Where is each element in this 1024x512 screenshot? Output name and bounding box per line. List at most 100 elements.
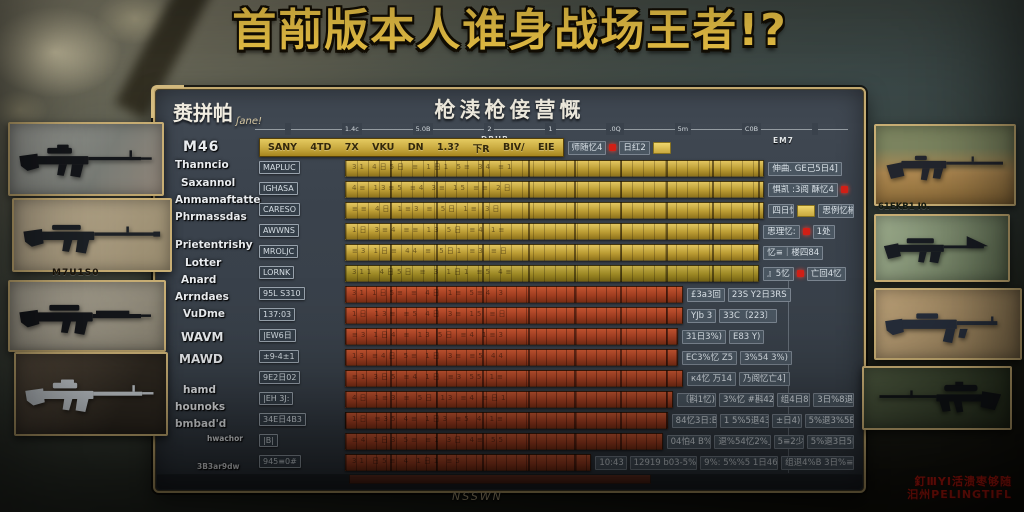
right-column-divider: [788, 267, 789, 473]
red-dot-icon: [802, 228, 810, 235]
weapon-name: 3B3ar9dw: [197, 462, 240, 471]
corner-label-text: 赉拼帕: [173, 101, 233, 125]
row-body: 31 4日5日 ≡ 1日1 5≡ 34 ≡1 伸曲. GE己5日4]: [345, 160, 854, 177]
row-values: 84忆3日:B 1 5%5退43 ±日4) 5%退3%5B: [671, 413, 854, 428]
red-dot-icon: [840, 186, 848, 193]
ruler-tick: [285, 123, 291, 135]
row-values: 思理忆: 1处: [763, 224, 854, 239]
value-cell: £3a3回: [686, 287, 725, 302]
value-cell: 10:43: [595, 455, 627, 470]
bar-text: 13 ≡4日 5≡ 1日 3≡ ≡5 44: [352, 352, 506, 360]
value-cell: 乃阅忆亡4]: [739, 371, 790, 386]
row-body: 13 ≡4日 5≡ 1日 3≡ ≡5 44 EC3%忆 Z5 3%54 3%): [345, 349, 854, 366]
value-cell-far: 组退4%B 3日%≡: [781, 455, 854, 470]
weapon-name-list: M46 Thanncio Saxannol Anmamaftatte Phrma…: [169, 89, 261, 491]
bottom-signature: NSSWN: [452, 490, 503, 503]
rifle-icon: [884, 313, 998, 343]
weapon-name: Thanncio: [175, 159, 229, 171]
panel-footer-strip: [157, 474, 862, 489]
table-row: AWWNS 1日 3≡4 ≡≡ 13 5日 ≡4 1≡ 思理忆: 1处: [259, 222, 854, 241]
weapon-caption-left: M7U1S0: [52, 268, 100, 278]
row-tag: 95L S310: [259, 287, 305, 300]
stat-bar: 31 日5≡ 4 1日1 ≡5: [345, 454, 592, 471]
table-row: 95L S310 31 1日5≡ ≡ 4日 1≡ 5≡4 3 £3a3回 23S…: [259, 285, 854, 304]
bar-text: 311 4日5日 ≡ 3 1日1 ≡5 4≡: [352, 268, 515, 276]
stat-bar: 1日 ≡35 4≡ 1日3 ≡5 4 1≡: [345, 412, 668, 429]
ruler-tick: C0B: [741, 123, 762, 135]
weapon-name: Lotter: [185, 257, 222, 269]
weapon-thumb-left-1: [8, 122, 164, 196]
stat-bar: 31 1日5≡ ≡ 4日 1≡ 5≡4 3: [345, 286, 683, 303]
value-cell: E83 Y): [728, 329, 765, 344]
stat-bar: 4≡ 13≡5 ≡4 3≡ 15 ≡≡ 2日: [345, 181, 765, 198]
row-values: 31日3%) E83 Y): [681, 329, 854, 344]
value-cell-far: 3日%8退: [813, 392, 854, 407]
weapon-name: VuDme: [183, 308, 226, 320]
table-row: 34E日4B3 1日 ≡35 4≡ 1日3 ≡5 4 1≡ 84忆3日:B 1 …: [259, 411, 854, 430]
row-tag: MROLJC: [259, 245, 299, 258]
row-tag: LORNK: [259, 266, 295, 279]
weapon-thumb-right-1: [874, 124, 1016, 206]
value-cell: 3%忆 #斟42: [719, 392, 774, 407]
weapon-name: Saxannol: [181, 177, 236, 189]
value-cell: EC3%忆 Z5: [681, 350, 738, 365]
table-row: LORNK 311 4日5日 ≡ 3 1日1 ≡5 4≡ 』5忆 亡回4忆: [259, 264, 854, 283]
bar-text: ≡3 1日≡ 44 ≡ 5日1 ≡3 ≡日: [352, 247, 510, 255]
stat-bar: 311 4日5日 ≡ 3 1日1 ≡5 4≡: [345, 265, 760, 282]
ruler-ticks: 1.4c 5.0B 2 1 .0Q 5m C0B: [255, 123, 848, 135]
value-cell: 1处: [812, 224, 835, 239]
value-cell: 忆≡｜楼四84: [763, 245, 824, 260]
table-row: |EW6日 ≡3 1日4 ≡ 13 5日 ≡4 1≡3 31日3%) E83 Y…: [259, 327, 854, 346]
table-header-row: SANY 4TD 7X VKU DN 1.3? 下R BIV/ EIE 师随忆4…: [259, 138, 854, 157]
rifle-icon: [19, 305, 152, 336]
sniper-rifle-icon: [879, 382, 1001, 414]
watermark-line2: 汩州PELINGTIFL: [907, 488, 1012, 501]
row-values: 10:43 12919 b03-5% 9%: 5%%5 1日46 组退4%B 3…: [595, 455, 854, 470]
row-tag: MAPLUC: [259, 161, 300, 174]
weapon-name: hounoks: [175, 401, 226, 413]
row-body: 4≡ 13≡5 ≡4 3≡ 15 ≡≡ 2日 惧凯 :3阅 酥忆4: [345, 181, 854, 198]
value-cell: 04怕4 B%:: [666, 434, 712, 449]
weapon-name: hwachor: [207, 434, 243, 443]
stat-bar: ≡3 1日≡ 44 ≡ 5日1 ≡3 ≡日: [345, 244, 760, 261]
value-cell: 33C〔223〕: [719, 308, 778, 323]
column-header: 1.3?: [437, 142, 460, 153]
row-tag: CARESO: [259, 203, 301, 216]
bar-text: ≡3 1日4 ≡ 13 5日 ≡4 1≡3: [352, 331, 506, 339]
ruler-tick: 5.0B: [412, 123, 434, 135]
bar-text: 31 4日5日 ≡ 1日1 5≡ 34 ≡1: [352, 163, 515, 171]
value-cell-far: ±日4): [771, 413, 802, 428]
table-row: MROLJC ≡3 1日≡ 44 ≡ 5日1 ≡3 ≡日 忆≡｜楼四84: [259, 243, 854, 262]
value-cell: 思例忆椒»: [818, 203, 854, 218]
poster-title: 首萷版本人谁身战场王者!?: [232, 5, 788, 56]
value-cell: 日红2: [619, 140, 650, 155]
weapon-thumb-right-4: [862, 366, 1012, 430]
table-row: 945≡0# 31 日5≡ 4 1日1 ≡5 10:43 12919 b03-5…: [259, 453, 854, 472]
weapon-thumb-left-2: [12, 198, 172, 272]
column-header: EIE: [537, 142, 555, 153]
weapon-thumb-left-3: [8, 280, 166, 352]
row-body: 1日 ≡35 4≡ 1日3 ≡5 4 1≡ 84忆3日:B 1 5%5退43 ±…: [345, 412, 854, 429]
table-row: CARESO ≡≡ 4日 1≡3 ≡ 5日 1≡ 3日 四日忆 思例忆椒»: [259, 201, 854, 220]
value-cell: 9%: 5%%5 1日46: [700, 455, 779, 470]
weapon-name: Anard: [181, 274, 217, 286]
row-tag: 137:03: [259, 308, 296, 321]
row-values: 〔斟1忆) 3%忆 #斟42 组4日8 3日%8退: [676, 392, 854, 407]
row-values: 04怕4 B%: 退%54忆2%」 5≡2少 5%退3日5B: [666, 434, 854, 449]
bar-text: 31 1日5≡ ≡ 4日 1≡ 5≡4 3: [352, 289, 506, 297]
value-cell: 84忆3日:B: [671, 413, 717, 428]
row-body: 1日 3≡4 ≡≡ 13 5日 ≡4 1≡ 思理忆: 1处: [345, 223, 854, 240]
stat-bar: ≡1 3日5 ≡4 1日 ≡3 55 1≡: [345, 370, 683, 387]
stat-bar: 31 4日5日 ≡ 1日1 5≡ 34 ≡1: [345, 160, 765, 177]
weapon-name: WAVM: [181, 330, 224, 344]
rifle-icon: [25, 379, 154, 412]
bar-text: 4日 1≡3 ≡ 5日 13 ≡4 ≡日1: [352, 394, 509, 402]
row-body: 31 日5≡ 4 1日1 ≡5 10:43 12919 b03-5% 9%: 5…: [345, 454, 854, 471]
weapon-caption-right: 61EKB1 I0.: [878, 202, 930, 212]
ruler-tick: 5m: [674, 123, 692, 135]
row-values: 』5忆 亡回4忆: [763, 266, 854, 281]
row-tag: IGHASA: [259, 182, 298, 195]
value-cell: 1 5%5退43: [719, 413, 769, 428]
value-cell: 3%54 3%): [740, 350, 792, 365]
ruler-sublabel-right: EM7: [773, 136, 794, 145]
